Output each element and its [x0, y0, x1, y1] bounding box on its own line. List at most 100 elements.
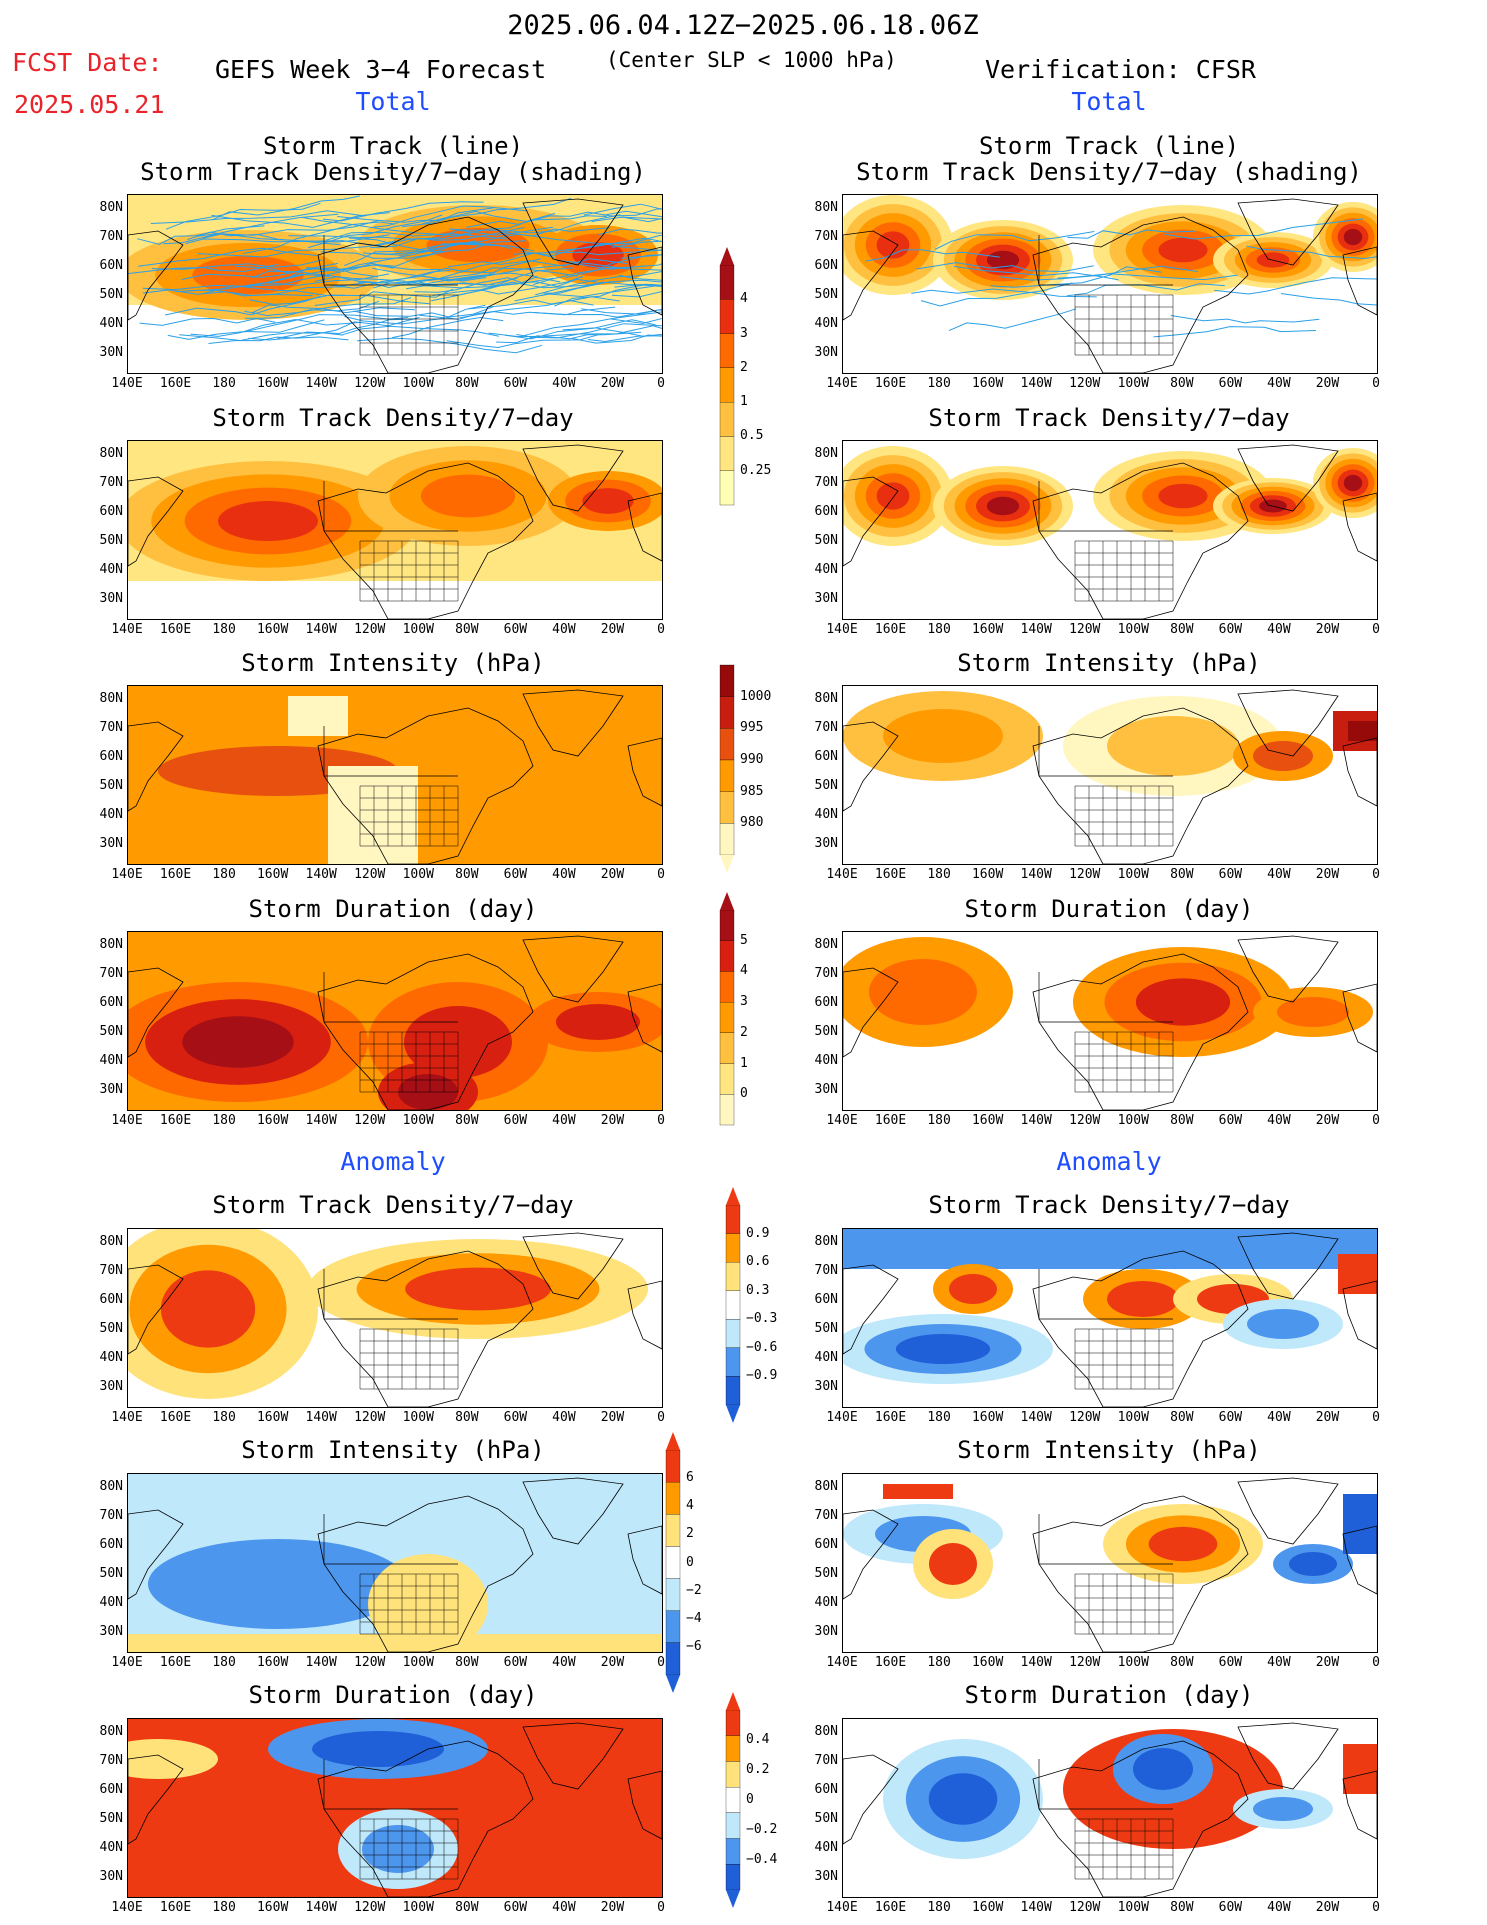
lon-tick-label: 160W — [971, 1113, 1004, 1128]
lat-tick-label: 60N — [814, 1782, 838, 1797]
colorbar-swatch — [725, 1347, 741, 1377]
lon-tick-label: 100W — [1117, 1655, 1149, 1670]
colorbar-label: 985 — [740, 783, 764, 799]
map-svg — [843, 689, 1377, 864]
title-r1b: Storm Track Density/7−day (shading) — [856, 158, 1362, 186]
lon-tick-label: 20W — [1315, 1410, 1340, 1425]
lat-tick-label: 40N — [814, 562, 838, 577]
lon-tick-label: 40W — [1267, 1410, 1291, 1425]
colorbar-label: 0.25 — [740, 462, 772, 478]
lon-tick-label: 20W — [1315, 1113, 1340, 1128]
lon-tick-label: 140E — [826, 622, 858, 637]
lat-tick-label: 80N — [814, 446, 838, 461]
lon-tick-label: 40W — [1267, 376, 1291, 391]
colorbar-swatch — [719, 333, 735, 369]
lat-tick-label: 50N — [814, 287, 838, 302]
colorbar-swatch — [719, 1001, 735, 1034]
colorbar-label: −0.3 — [746, 1311, 778, 1327]
map-svg — [843, 1477, 1377, 1652]
colorbar-swatch — [719, 940, 735, 972]
lon-tick-label: 120W — [1069, 622, 1101, 637]
lat-tick-label: 40N — [99, 562, 123, 577]
title-l2: Storm Track Density/7−day — [212, 404, 574, 432]
lat-tick-label: 50N — [99, 1024, 123, 1039]
lon-tick-label: 100W — [1117, 1900, 1149, 1915]
map-svg — [128, 932, 662, 1110]
lat-tick-label: 50N — [814, 1024, 838, 1039]
lat-tick-label: 40N — [99, 807, 123, 822]
lat-tick-label: 70N — [814, 966, 838, 981]
lon-tick-label: 40W — [1267, 1113, 1291, 1128]
lon-tick-label: 20W — [1315, 1900, 1340, 1915]
fcst-date-label: FCST Date: — [12, 48, 163, 77]
lat-tick-label: 60N — [99, 1537, 123, 1552]
lon-tick-label: 180 — [212, 867, 236, 882]
lon-tick-label: 80W — [1170, 622, 1194, 637]
colorbar-label: 4 — [740, 963, 748, 979]
lon-tick-label: 140W — [305, 1900, 337, 1915]
lon-tick-label: 140E — [826, 1113, 858, 1128]
lon-tick-label: 160W — [971, 1410, 1004, 1425]
title-r1a: Storm Track (line) — [978, 132, 1240, 160]
lon-tick-label: 20W — [600, 1113, 625, 1128]
lon-tick-label: 0 — [657, 622, 665, 637]
lat-tick-label: 50N — [814, 533, 838, 548]
colorbar-swatch — [665, 1449, 681, 1483]
lon-tick-label: 0 — [657, 867, 665, 882]
lat-tick-label: 70N — [814, 1508, 838, 1523]
lon-tick-label: 60W — [1218, 1900, 1243, 1915]
lon-tick-label: 20W — [600, 376, 625, 391]
lat-tick-label: 80N — [99, 1479, 123, 1494]
lon-tick-label: 140W — [305, 1113, 337, 1128]
colorbar-swatch — [719, 436, 735, 471]
colorbar-label: −2 — [686, 1582, 702, 1598]
lat-tick-label: 40N — [99, 1595, 123, 1610]
colorbar-swatch — [719, 971, 735, 1003]
colorbar-swatch — [665, 1642, 681, 1676]
lat-tick-label: 80N — [99, 200, 123, 215]
lat-tick-label: 80N — [99, 937, 123, 952]
map-svg — [128, 1474, 662, 1652]
map-svg — [843, 1229, 1377, 1407]
map-panel — [842, 194, 1378, 374]
colorbar-swatch — [719, 1094, 735, 1126]
colorbar-label: 2 — [740, 359, 748, 375]
lat-tick-label: 60N — [99, 504, 123, 519]
lon-tick-label: 60W — [1218, 622, 1243, 637]
colorbar-swatch — [665, 1578, 681, 1611]
lat-tick-label: 30N — [99, 345, 123, 360]
lon-tick-label: 160E — [874, 1655, 907, 1670]
lon-tick-label: 80W — [455, 867, 479, 882]
colorbar-label: 0 — [746, 1792, 754, 1807]
colorbar-swatch — [719, 264, 735, 300]
lon-tick-label: 180 — [927, 622, 951, 637]
lat-tick-label: 60N — [99, 1782, 123, 1797]
lat-tick-label: 60N — [99, 1292, 123, 1307]
lat-tick-label: 60N — [814, 258, 838, 273]
colorbar-label: 0 — [740, 1086, 748, 1102]
lat-tick-label: 80N — [814, 200, 838, 215]
lon-tick-label: 140E — [826, 1655, 858, 1670]
lat-tick-label: 80N — [99, 1724, 123, 1739]
lon-tick-label: 0 — [1372, 1113, 1380, 1128]
colorbar-label: 0.9 — [746, 1225, 770, 1241]
lon-tick-label: 120W — [354, 622, 386, 637]
lon-tick-label: 80W — [1170, 1655, 1194, 1670]
lon-tick-label: 160W — [971, 376, 1004, 391]
lat-tick-label: 30N — [99, 1082, 123, 1097]
lon-tick-label: 40W — [552, 1900, 576, 1915]
lon-tick-label: 20W — [1315, 1655, 1340, 1670]
title-l3: Storm Intensity (hPa) — [241, 649, 545, 677]
map-panel — [842, 440, 1378, 620]
lat-tick-label: 30N — [814, 1624, 838, 1639]
lon-tick-label: 100W — [402, 376, 434, 391]
lat-tick-label: 70N — [99, 229, 123, 244]
colorbar-swatch — [719, 1063, 735, 1095]
lon-tick-label: 140E — [111, 867, 143, 882]
colorbar-label: 4 — [740, 291, 748, 307]
title-r7: Storm Duration (day) — [964, 1681, 1254, 1709]
colorbar-density-anom — [725, 1187, 741, 1423]
lon-tick-label: 160W — [971, 867, 1004, 882]
lon-tick-label: 160W — [256, 622, 289, 637]
title-l1b: Storm Track Density/7−day (shading) — [140, 158, 646, 186]
